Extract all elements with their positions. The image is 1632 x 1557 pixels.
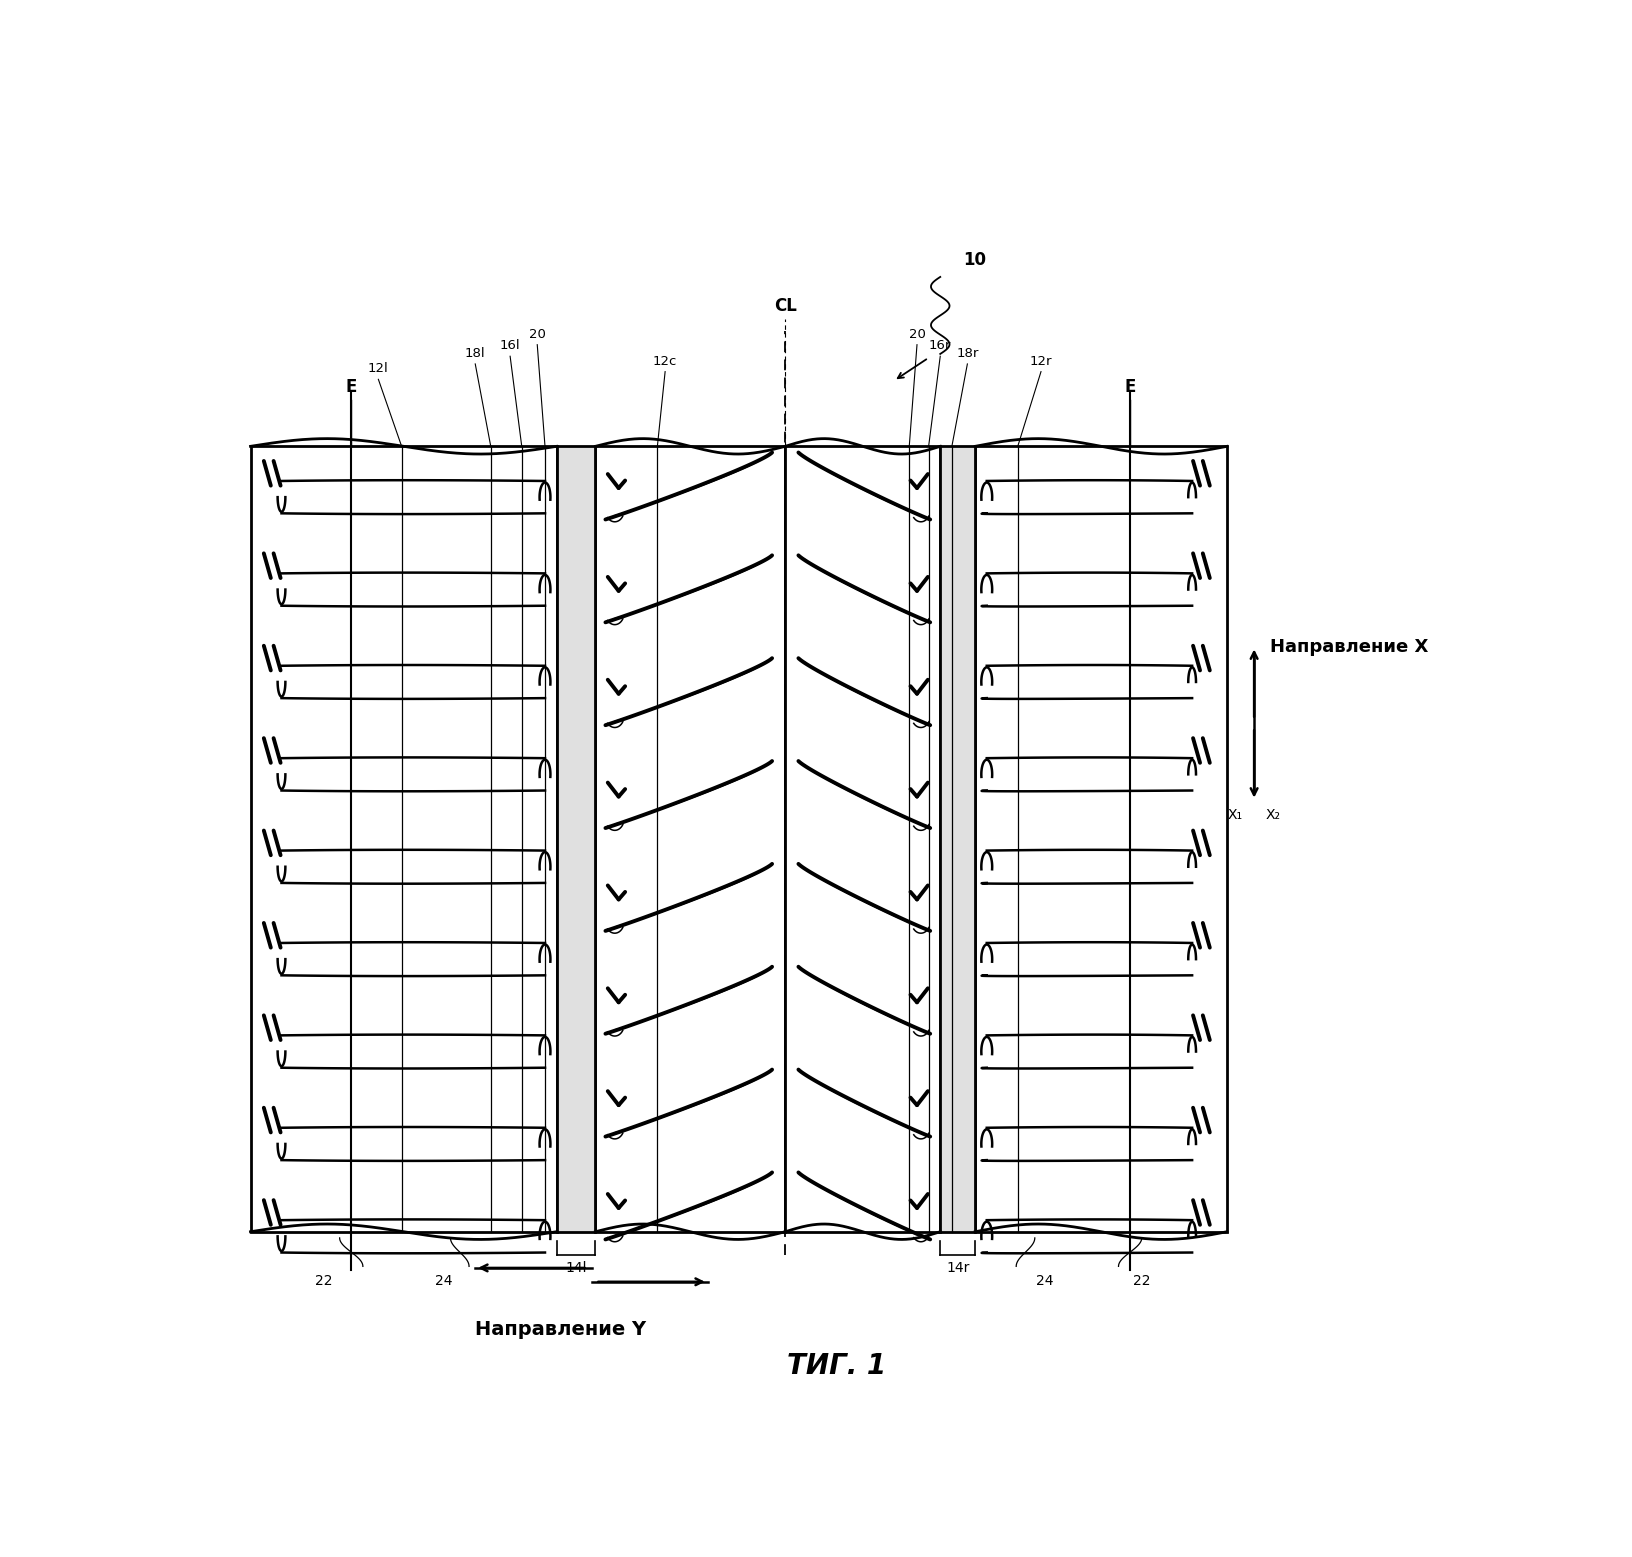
Text: 10: 10 [963,251,986,269]
Text: X₂: X₂ [1266,808,1281,822]
Text: 22: 22 [315,1274,333,1288]
Text: 14r: 14r [947,1261,969,1275]
Text: 16r: 16r [929,339,951,352]
Text: 20: 20 [909,329,925,341]
Text: X₁: X₁ [1227,808,1242,822]
Text: Направление Y: Направление Y [475,1320,646,1339]
Text: 14l: 14l [565,1261,588,1275]
Bar [785,447,940,1232]
Bar [940,447,976,1232]
Text: CL: CL [774,297,796,316]
Text: 16l: 16l [499,339,521,352]
Text: 18l: 18l [465,347,486,360]
Bar [250,447,557,1232]
Text: 12c: 12c [653,355,677,367]
Bar [976,447,1227,1232]
Text: 12r: 12r [1030,355,1053,367]
Text: ΤИГ. 1: ΤИГ. 1 [787,1351,886,1380]
Text: E: E [1124,378,1136,397]
Text: 18r: 18r [956,347,979,360]
Bar [557,447,596,1232]
Text: Направление X: Направление X [1270,637,1428,655]
Text: 24: 24 [436,1274,454,1288]
Text: 20: 20 [529,329,545,341]
Bar [596,447,785,1232]
Text: 12l: 12l [367,363,388,375]
Text: E: E [346,378,357,397]
Text: 24: 24 [1036,1274,1054,1288]
Text: 22: 22 [1133,1274,1151,1288]
